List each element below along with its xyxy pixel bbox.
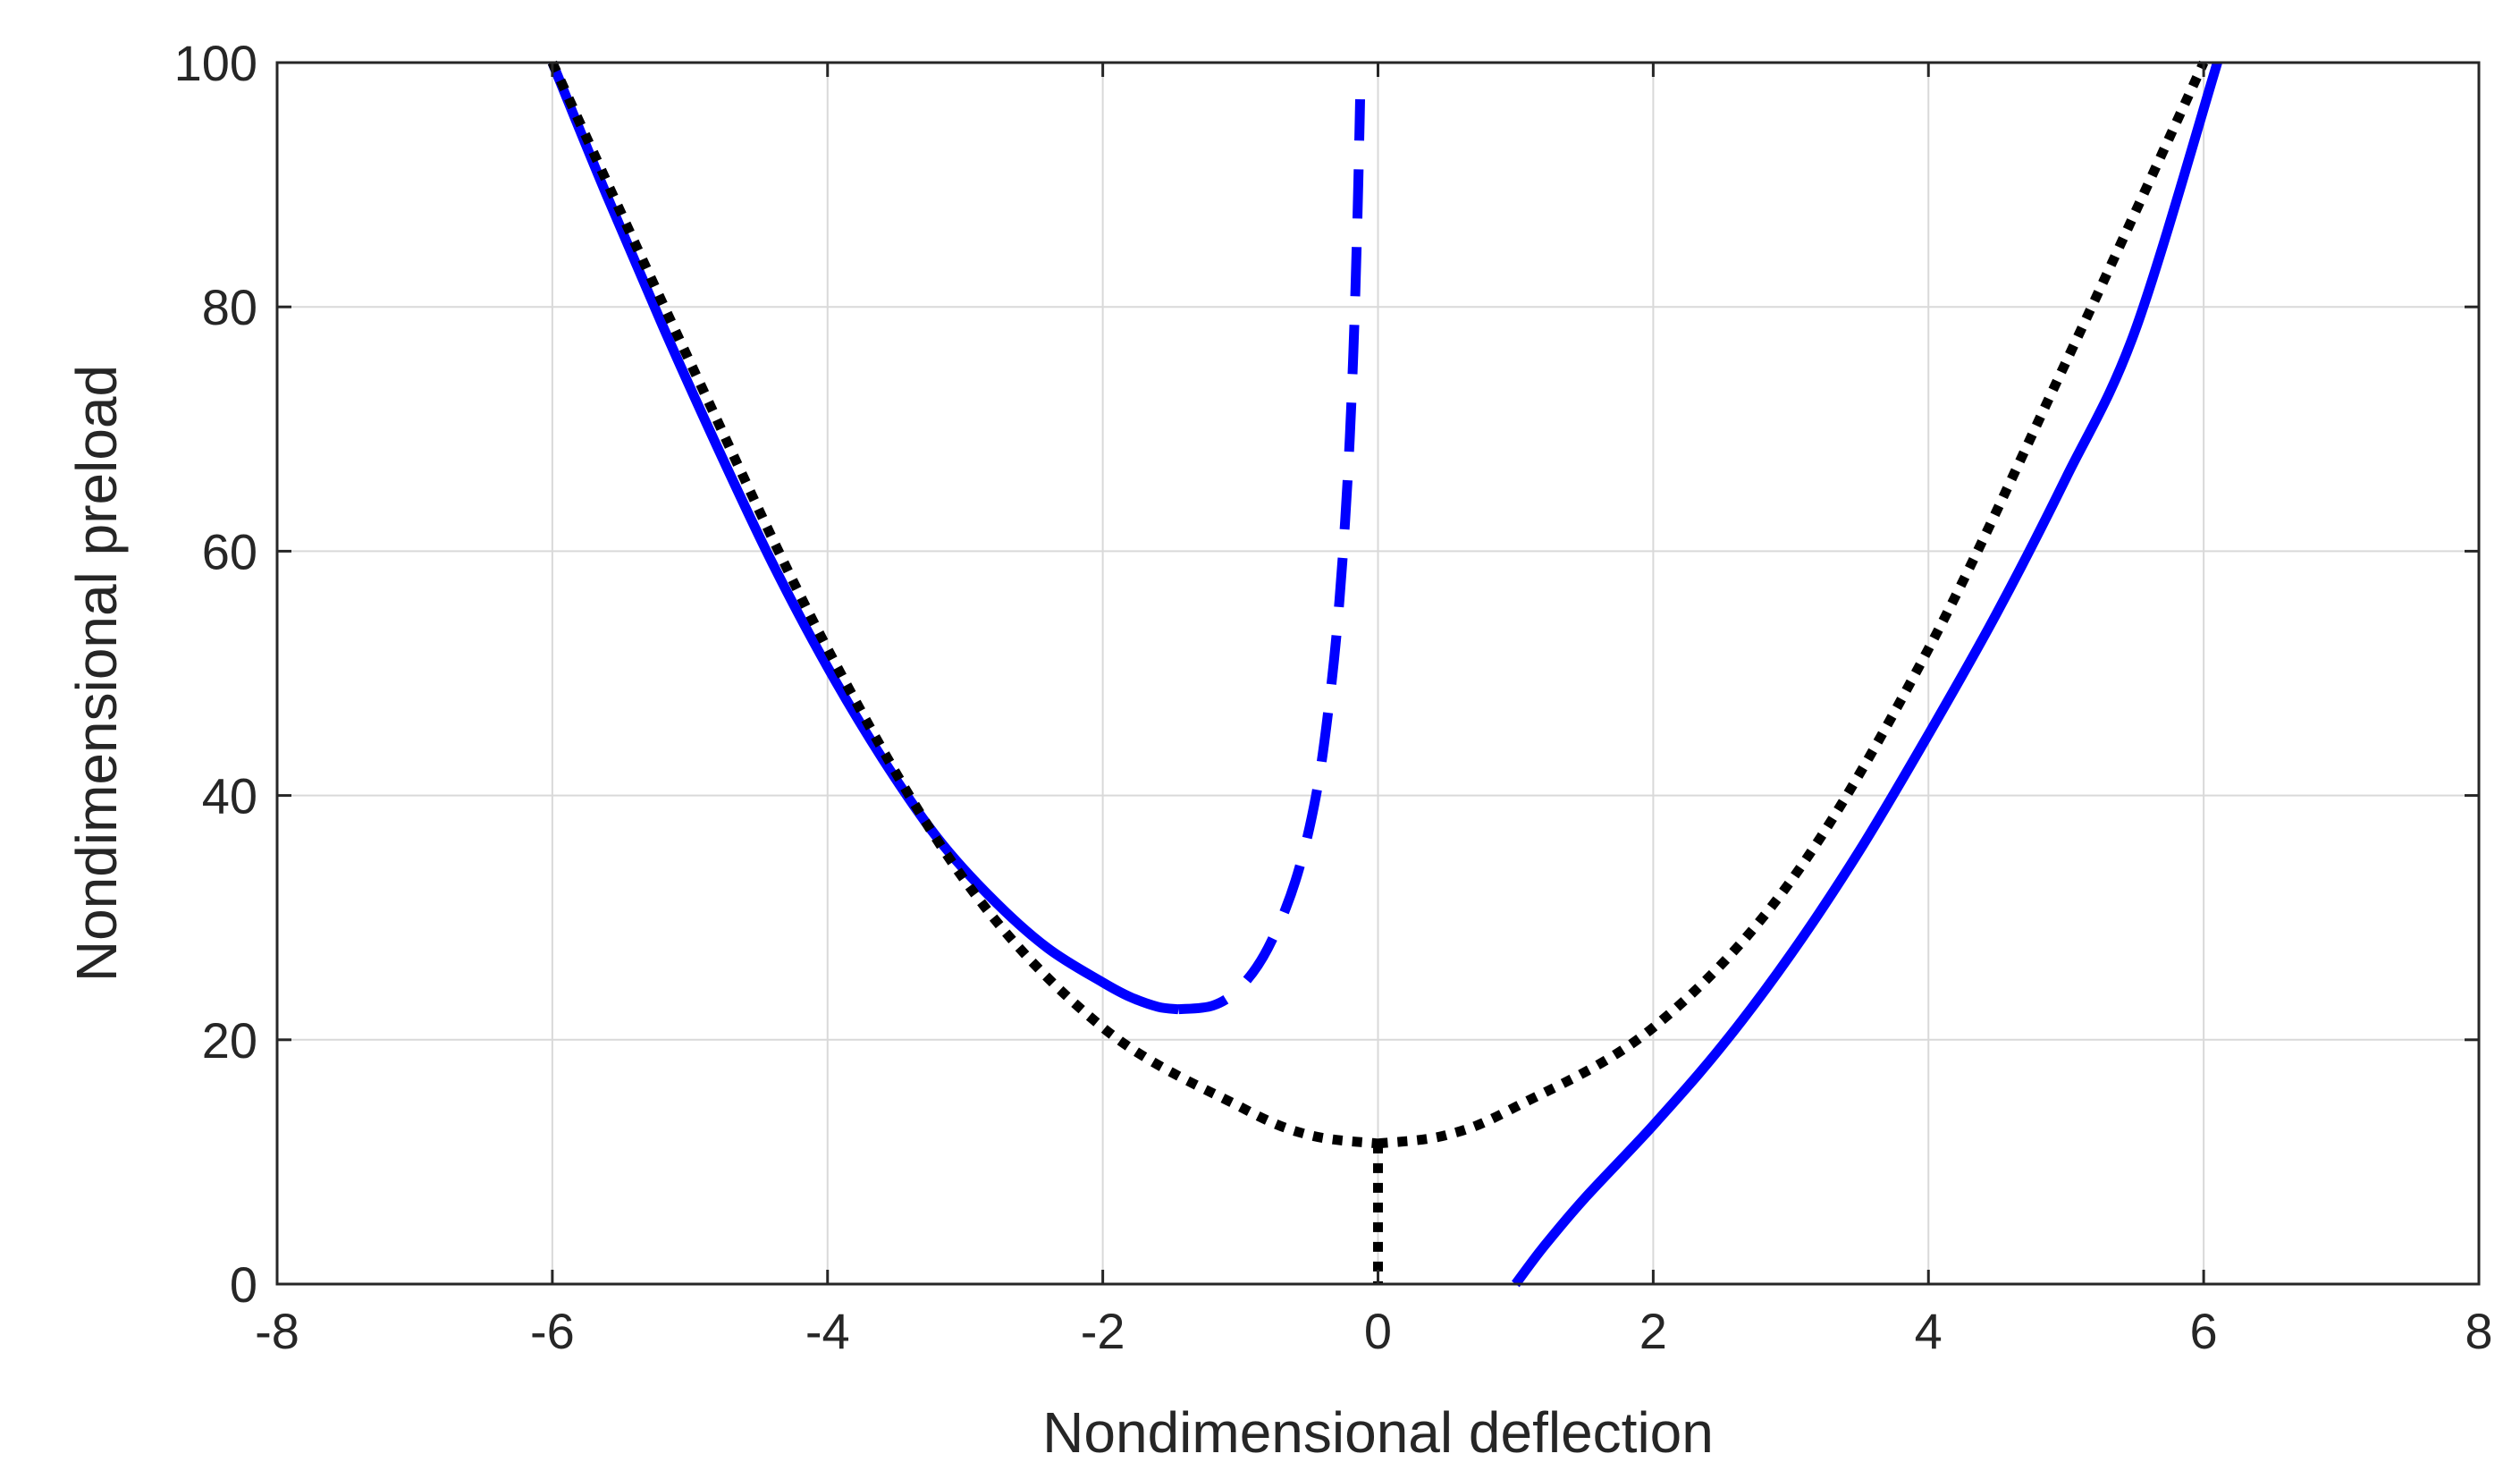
x-tick-label: -2	[1081, 1303, 1125, 1359]
plot-series	[547, 60, 2222, 1288]
x-tick-label: -4	[805, 1303, 850, 1359]
y-axis-label: Nondimensional preload	[64, 365, 129, 982]
y-tick-label: 0	[230, 1256, 257, 1313]
x-tick-label: 0	[1364, 1303, 1392, 1359]
y-tick-label: 60	[202, 523, 257, 579]
series-line-critical-curve-part	[547, 60, 1379, 1149]
gridlines	[276, 62, 2480, 1285]
x-axis-label: Nondimensional deflection	[1042, 1400, 1714, 1465]
x-tick-label: -6	[530, 1303, 575, 1359]
series-line-stable-left-branch	[547, 60, 1179, 1015]
x-tick-label: 6	[2190, 1303, 2218, 1359]
series-line-unstable-branch	[1177, 98, 1365, 1015]
y-tick-label: 100	[174, 35, 257, 91]
y-tick-label: 20	[202, 1012, 257, 1069]
x-tick-label: 4	[1915, 1303, 1943, 1359]
y-tick-label: 80	[202, 279, 257, 335]
y-tick-label: 40	[202, 768, 257, 824]
series-line-stable-right-branch	[1512, 61, 2222, 1288]
series-line-critical-curve-part	[1377, 60, 2209, 1149]
x-tick-label: -8	[255, 1303, 299, 1359]
x-tick-label: 8	[2465, 1303, 2492, 1359]
x-tick-label: 2	[1639, 1303, 1667, 1359]
